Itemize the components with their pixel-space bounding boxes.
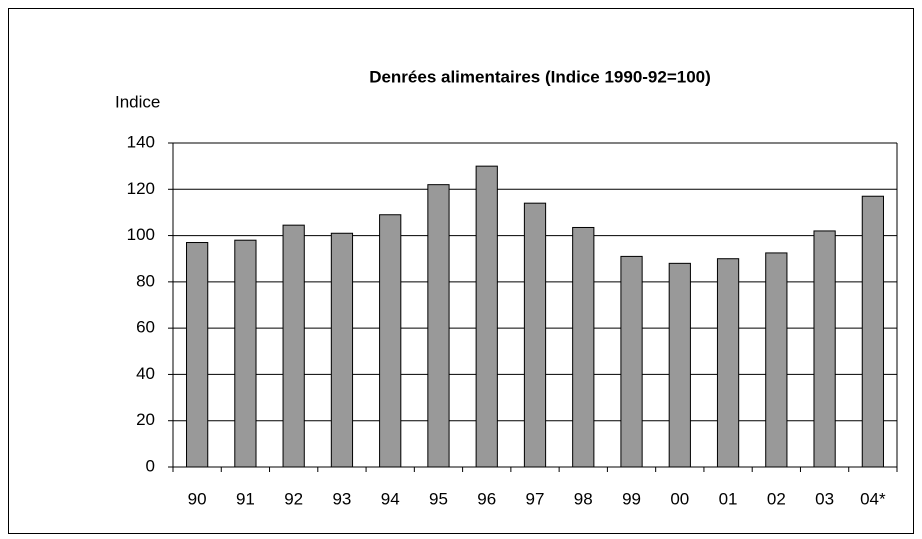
- bar: [765, 252, 788, 468]
- bar: [475, 165, 498, 468]
- x-tick-label: 91: [236, 489, 255, 508]
- bar: [716, 258, 740, 468]
- x-tick-label: 03: [815, 489, 834, 508]
- x-tick-label: 96: [477, 489, 496, 508]
- bar: [523, 202, 547, 468]
- x-tick-label: 01: [719, 489, 738, 508]
- bar: [861, 195, 884, 468]
- bar: [572, 226, 595, 468]
- chart-frame: [8, 8, 914, 534]
- y-tick-label: 100: [127, 225, 155, 244]
- x-tick-label: 92: [284, 489, 303, 508]
- x-tick-label: 97: [526, 489, 545, 508]
- y-tick-label: 80: [136, 271, 155, 290]
- x-tick-label: 00: [670, 489, 689, 508]
- y-tick-label: 120: [127, 179, 155, 198]
- x-tick-label: 02: [767, 489, 786, 508]
- bar: [282, 224, 305, 468]
- chart-title: Denrées alimentaires (Indice 1990-92=100…: [369, 67, 711, 86]
- x-tick-label: 94: [381, 489, 400, 508]
- bar: [668, 262, 691, 468]
- y-tick-label: 20: [136, 410, 155, 429]
- x-tick-label: 90: [188, 489, 207, 508]
- x-tick-label: 93: [332, 489, 351, 508]
- y-axis-label: Indice: [115, 92, 160, 111]
- x-tick-label: 95: [429, 489, 448, 508]
- bar: [330, 232, 354, 468]
- bar: [186, 242, 209, 468]
- y-tick-label: 140: [127, 132, 155, 151]
- x-tick-label: 04*: [860, 489, 886, 508]
- bar: [620, 255, 643, 468]
- y-tick-label: 40: [136, 364, 155, 383]
- x-tick-label: 99: [622, 489, 641, 508]
- bar: [234, 239, 257, 468]
- x-tick-label: 98: [574, 489, 593, 508]
- y-tick-label: 60: [136, 318, 155, 337]
- bar: [813, 230, 836, 468]
- y-tick-label: 0: [146, 456, 155, 475]
- bar: [427, 184, 450, 468]
- bar: [379, 214, 402, 468]
